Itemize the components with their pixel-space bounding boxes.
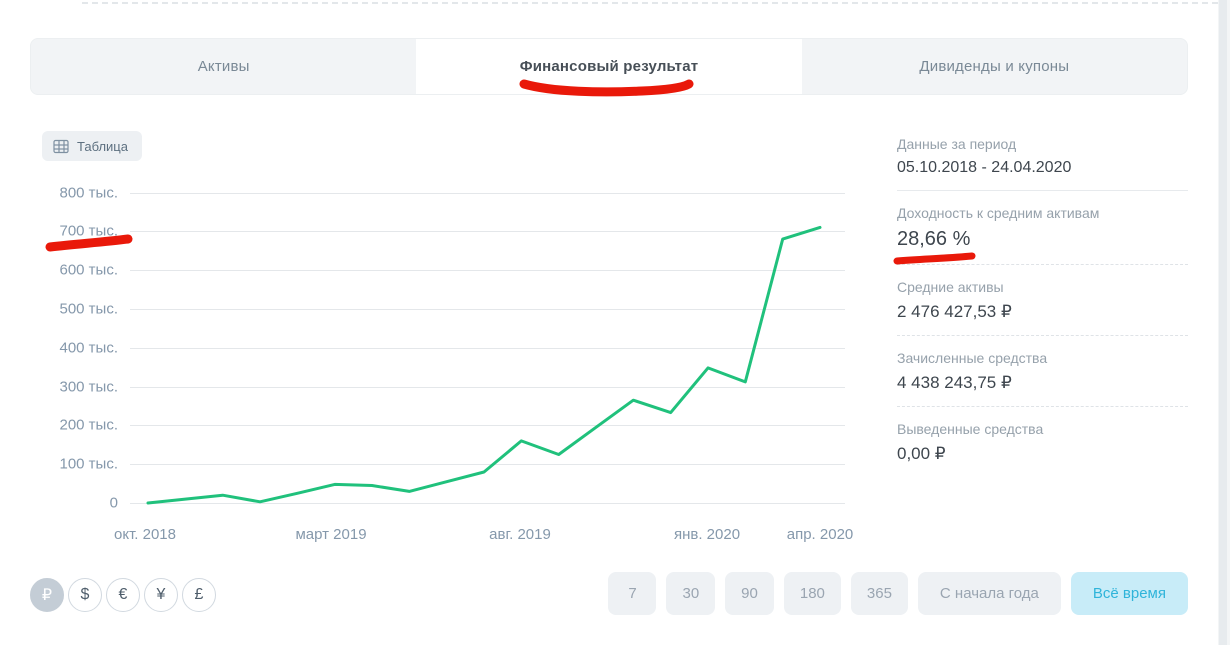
gridline — [130, 386, 845, 388]
stats-sidebar: Данные за период 05.10.2018 - 24.04.2020 Д… — [897, 136, 1188, 477]
tab-bar: Активы Финансовый результат Дивиденды и ку… — [30, 38, 1188, 95]
y-axis-tick-label: 0 — [109, 494, 118, 512]
x-axis-tick-label: окт. 2018 — [114, 526, 176, 543]
tab-dividends-coupons[interactable]: Дивиденды и купоны — [919, 58, 1070, 75]
period-button-365[interactable]: 365 — [850, 572, 908, 615]
y-axis-tick-label: 400 тыс. — [59, 339, 118, 357]
y-axis-tick-label: 800 тыс. — [59, 184, 118, 201]
vertical-scrollbar[interactable] — [1218, 0, 1230, 645]
gridline — [130, 502, 845, 504]
x-axis-tick-label: март 2019 — [295, 526, 367, 543]
sidebar-divider — [897, 406, 1188, 407]
x-axis-tick-label: янв. 2020 — [673, 526, 741, 543]
y-axis-tick-label: 300 тыс. — [59, 378, 118, 396]
stat-yield-to-avg-assets-value: 28,66 % — [897, 228, 971, 250]
gridline — [130, 192, 845, 194]
y-axis-tick-label: 500 тыс. — [59, 300, 118, 318]
currency-button-gbp[interactable]: £ — [182, 578, 216, 612]
y-axis-tick-label: 100 тыс. — [59, 455, 118, 473]
currency-button-eur[interactable]: € — [106, 578, 140, 612]
sidebar-divider — [897, 264, 1188, 265]
stat-yield-to-avg-assets-label: Доходность к средним активам — [897, 205, 1100, 221]
top-dashed-divider — [82, 2, 1218, 4]
stat-deposited-funds-label: Зачисленные средства — [897, 350, 1048, 366]
stat-period-value: 05.10.2018 - 24.04.2020 — [897, 159, 1072, 176]
gridline — [130, 231, 845, 233]
currency-button-rub[interactable]: ₽ — [30, 578, 64, 612]
table-button-label: Таблица — [77, 138, 128, 154]
period-button-7[interactable]: 7 — [608, 572, 657, 615]
stat-withdrawn-funds-value: 0,00 ₽ — [897, 444, 946, 463]
gridline — [130, 464, 845, 466]
gridline — [130, 308, 845, 310]
y-axis-tick-label: 200 тыс. — [59, 416, 118, 434]
x-axis-tick-label: апр. 2020 — [786, 526, 854, 543]
tab-financial-result[interactable]: Финансовый результат — [416, 39, 802, 94]
period-button-90[interactable]: 90 — [725, 572, 774, 615]
stat-deposited-funds-value: 4 438 243,75 ₽ — [897, 373, 1012, 392]
currency-switcher: ₽ $ € ¥ £ — [30, 578, 216, 612]
period-button-180[interactable]: 180 — [783, 572, 841, 615]
period-button-30[interactable]: 30 — [666, 572, 716, 615]
table-icon — [53, 139, 69, 154]
x-axis-tick-label: авг. 2019 — [489, 526, 551, 543]
chart-line-series — [146, 225, 822, 505]
stat-average-assets-value: 2 476 427,53 ₽ — [897, 302, 1012, 321]
period-button-ytd[interactable]: С начала года — [917, 572, 1061, 615]
scrollbar-thumb[interactable] — [1219, 0, 1227, 645]
gridline — [130, 347, 845, 349]
gridline — [130, 270, 845, 272]
currency-button-jpy[interactable]: ¥ — [144, 578, 178, 612]
y-axis-tick-label: 600 тыс. — [59, 261, 118, 279]
currency-button-usd[interactable]: $ — [68, 578, 102, 612]
sidebar-divider — [897, 335, 1188, 336]
red-underline-700k — [45, 234, 133, 252]
stat-average-assets-label: Средние активы — [897, 279, 1004, 295]
sidebar-divider — [897, 190, 1188, 191]
y-axis-tick-label: 700 тыс. — [59, 222, 118, 240]
period-filter-bar: 7 30 90 180 365 С начала года Всё время — [568, 572, 1188, 615]
tab-assets[interactable]: Активы — [197, 58, 250, 75]
gridline — [130, 425, 845, 427]
table-view-button[interactable]: Таблица — [42, 131, 142, 161]
stat-period-label: Данные за период — [897, 136, 1017, 152]
stat-withdrawn-funds-label: Выведенные средства — [897, 421, 1044, 437]
period-button-all-time[interactable]: Всё время — [1070, 572, 1188, 615]
